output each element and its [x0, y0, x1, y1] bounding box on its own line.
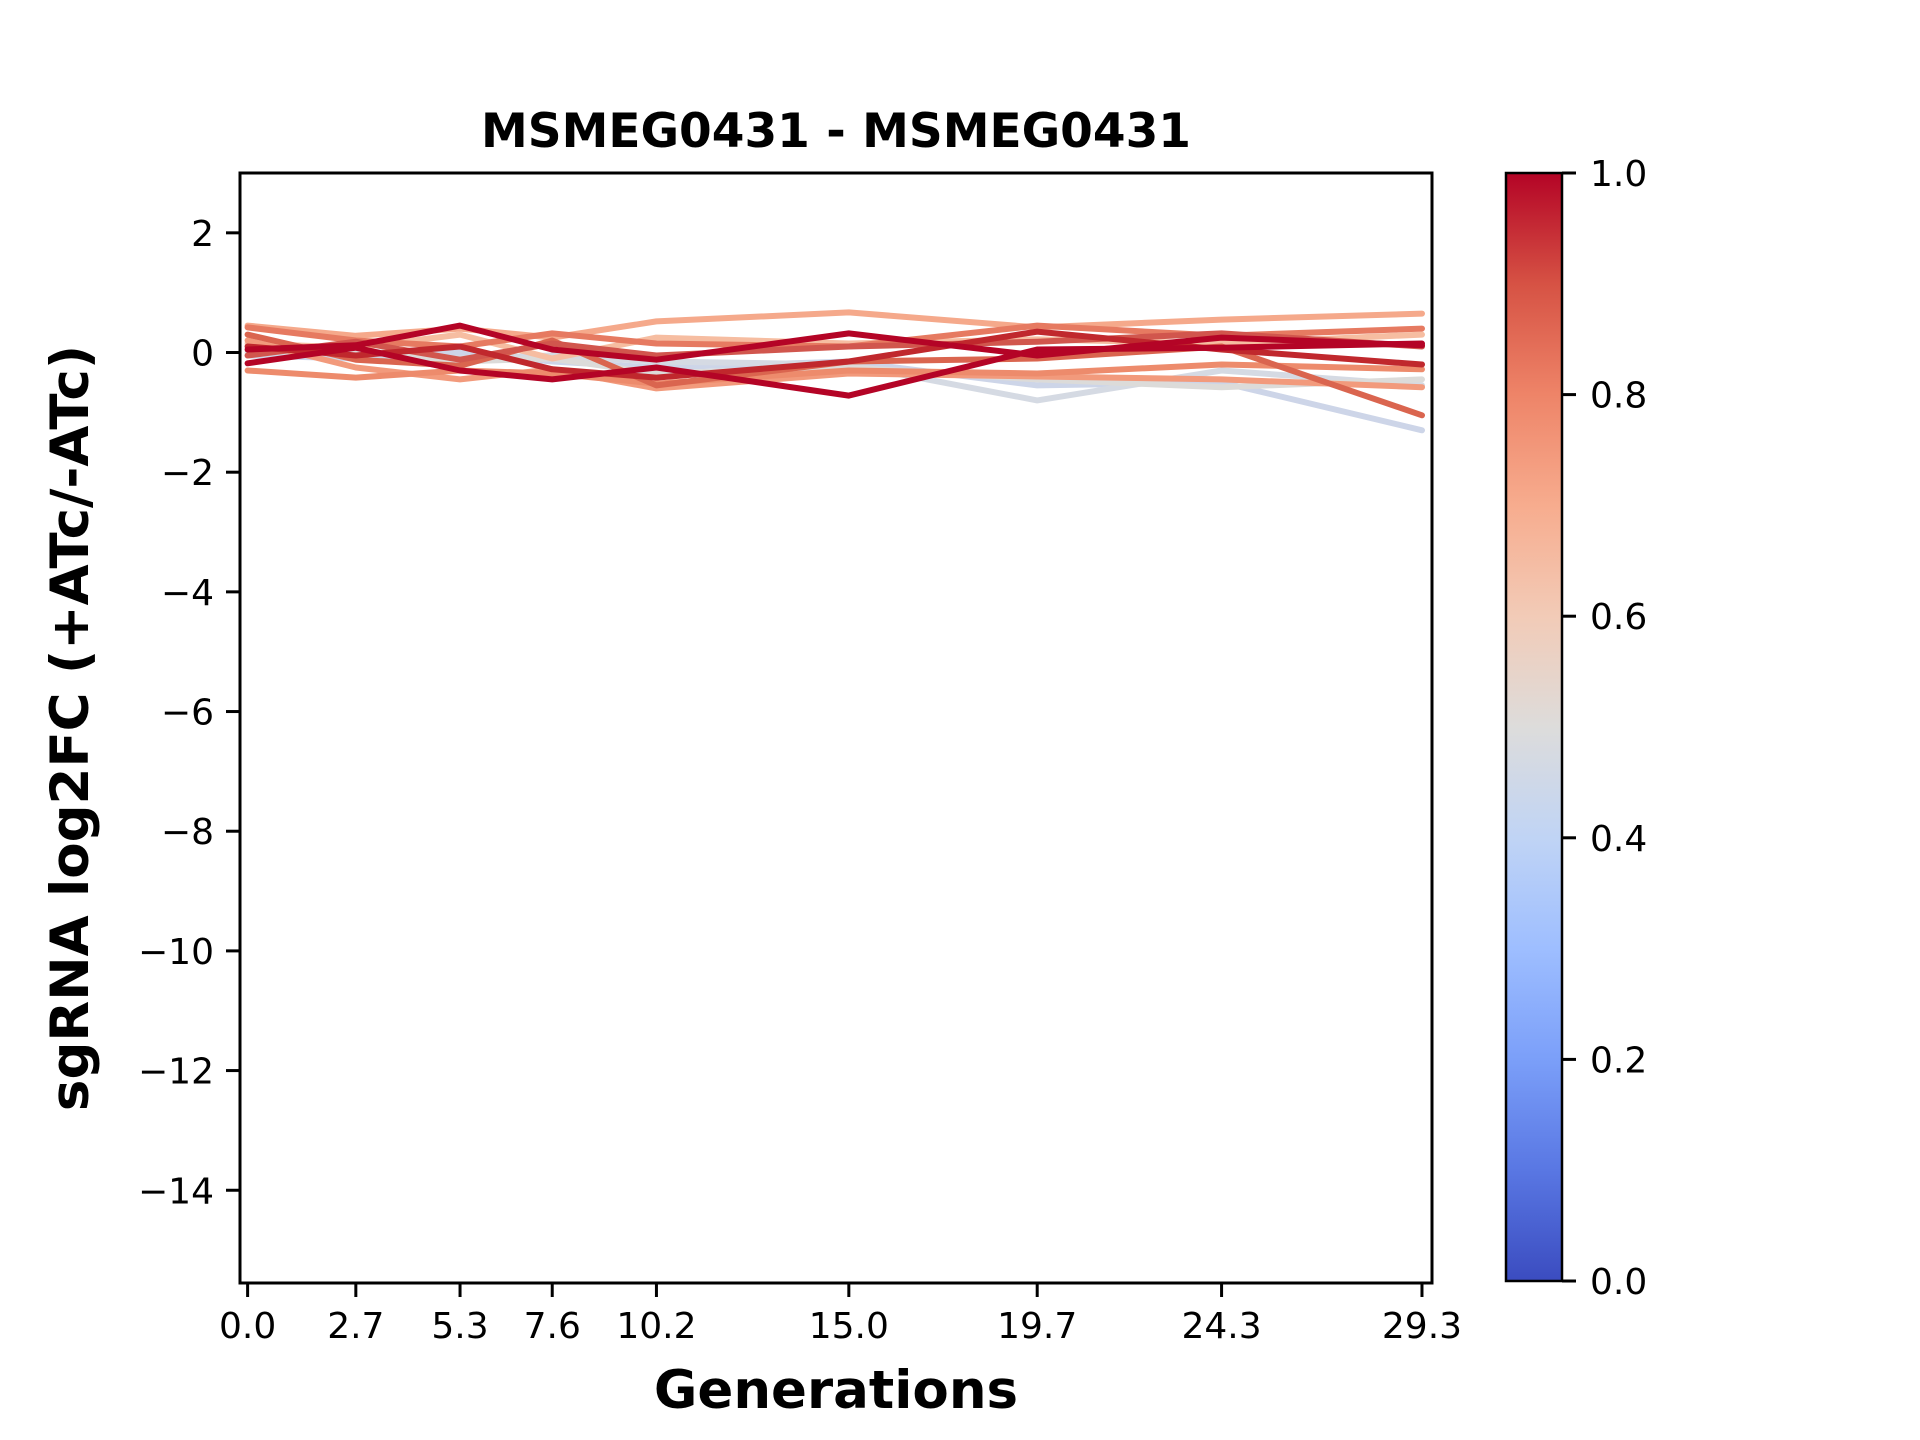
series-line-sgRNA-04: [244, 330, 1425, 363]
x-tick-label: 7.6: [524, 1306, 581, 1347]
y-tick-label: −12: [138, 1052, 214, 1093]
colorbar-ticks: 0.0 0.2 0.4 0.6 0.8 1.0: [1562, 154, 1647, 1303]
y-tick-label: −14: [138, 1171, 214, 1212]
series-line-sgRNA-06: [244, 322, 1425, 350]
series-line-sgRNA-09: [244, 309, 1425, 341]
y-tick-label: −10: [138, 932, 214, 973]
y-tick-label: −8: [161, 812, 214, 853]
y-tick-label: −2: [161, 453, 214, 494]
colorbar: [1504, 171, 1564, 1283]
x-tick-label: 0.0: [219, 1306, 276, 1347]
colorbar-tick-label: 0.8: [1590, 376, 1647, 417]
y-tick-label: 0: [191, 334, 214, 375]
y-axis-label: sgRNA log2FC (+ATc/-ATc): [40, 345, 101, 1111]
series-lines: [244, 309, 1425, 434]
y-tick-label: 2: [191, 214, 214, 255]
x-axis-ticks: 0.0 2.7 5.3 7.6 10.2 15.0 19.7 24.3 29.3: [219, 1283, 1462, 1347]
colorbar-tick-label: 0.6: [1590, 597, 1647, 638]
x-tick-label: 24.3: [1181, 1306, 1261, 1347]
chart-title: MSMEG0431 - MSMEG0431: [481, 104, 1191, 159]
x-tick-label: 19.7: [997, 1306, 1077, 1347]
series-line-sgRNA-08: [244, 337, 1425, 392]
colorbar-tick-label: 0.4: [1590, 819, 1647, 860]
colorbar-tick-label: 1.0: [1590, 154, 1647, 195]
y-tick-label: −6: [161, 693, 214, 734]
x-axis-label: Generations: [654, 1360, 1018, 1421]
x-tick-label: 5.3: [431, 1306, 488, 1347]
y-axis-ticks: 2 0 −2 −4 −6 −8 −10 −12 −14: [138, 214, 240, 1212]
x-tick-label: 15.0: [809, 1306, 889, 1347]
series-line-sgRNA-01: [244, 322, 1425, 363]
x-tick-label: 2.7: [327, 1306, 384, 1347]
x-tick-label: 29.3: [1382, 1306, 1462, 1347]
x-tick-label: 10.2: [616, 1306, 696, 1347]
y-tick-label: −4: [161, 573, 214, 614]
series-line-sgRNA-02: [244, 340, 1425, 399]
plot-border: [238, 171, 1434, 1285]
colorbar-tick-label: 0.2: [1590, 1040, 1647, 1081]
colorbar-tick-label: 0.0: [1590, 1262, 1647, 1303]
